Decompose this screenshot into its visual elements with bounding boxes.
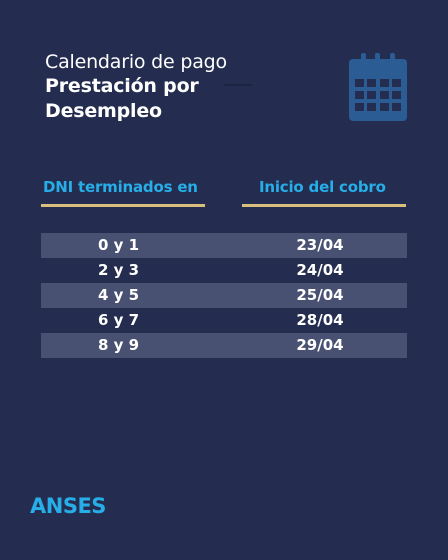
- table-row: 6 y 7 28/04: [41, 308, 407, 333]
- calendar-icon: [349, 53, 407, 121]
- dni-cell: 0 y 1: [97, 236, 140, 254]
- dni-cell: 6 y 7: [97, 311, 140, 329]
- title-dash-decoration: [224, 84, 252, 86]
- column-underline-dni: [41, 204, 205, 207]
- dni-cell: 4 y 5: [97, 286, 140, 304]
- dni-cell: 2 y 3: [97, 261, 140, 279]
- date-cell: 29/04: [296, 336, 344, 354]
- dni-cell: 8 y 9: [97, 336, 140, 354]
- table-row: 4 y 5 25/04: [41, 283, 407, 308]
- date-cell: 25/04: [296, 286, 344, 304]
- column-underline-fecha: [242, 204, 406, 207]
- column-header-dni: DNI terminados en: [43, 178, 198, 196]
- payment-table: 0 y 1 23/04 2 y 3 24/04 4 y 5 25/04 6 y …: [41, 233, 407, 358]
- anses-logo: ANSES: [30, 494, 106, 518]
- page-subtitle: Calendario de pago: [45, 51, 227, 73]
- table-row: 8 y 9 29/04: [41, 333, 407, 358]
- table-row: 0 y 1 23/04: [41, 233, 407, 258]
- column-header-fecha: Inicio del cobro: [259, 178, 386, 196]
- title-block: Calendario de pago Prestación por Desemp…: [45, 50, 227, 124]
- date-cell: 28/04: [296, 311, 344, 329]
- table-row: 2 y 3 24/04: [41, 258, 407, 283]
- page-title-line-2: Desempleo: [45, 100, 162, 122]
- date-cell: 24/04: [296, 261, 344, 279]
- date-cell: 23/04: [296, 236, 344, 254]
- page-title-line-1: Prestación por: [45, 75, 199, 97]
